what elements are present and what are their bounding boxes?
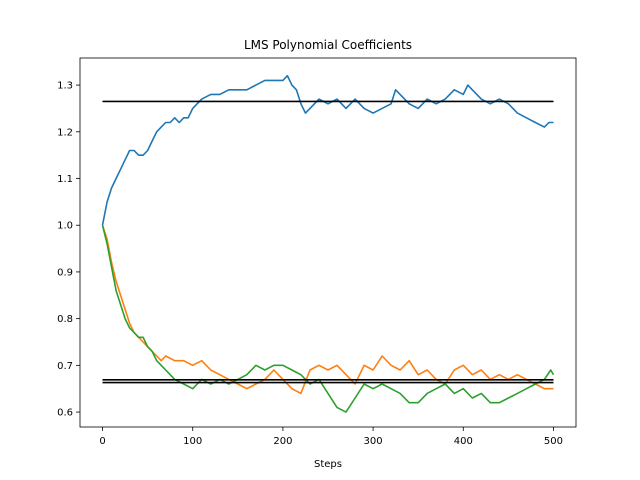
x-tick-label: 200	[273, 436, 292, 447]
axes-frame	[79, 57, 577, 428]
y-tick-label: 0.6	[57, 408, 73, 419]
y-tick-label: 0.8	[57, 314, 73, 325]
x-axis-label: Steps	[314, 459, 342, 470]
y-tick-label: 1.3	[57, 81, 73, 92]
x-tick-label: 500	[544, 436, 563, 447]
series-line-3	[101, 225, 555, 413]
y-tick-label: 1.0	[57, 221, 73, 232]
x-tick-label: 400	[454, 436, 473, 447]
chart-title: LMS Polynomial Coefficients	[244, 38, 412, 52]
y-tick-label: 0.9	[57, 267, 73, 278]
x-tick-label: 300	[364, 436, 383, 447]
x-tick-label: 0	[99, 436, 105, 447]
y-tick-label: 1.2	[57, 127, 73, 138]
x-tick-label: 100	[183, 436, 202, 447]
plot-area: 0 100 200 300 400 500 0.6 0.7 0.8 0.9 1.0 1.1 1.2 1.3	[57, 57, 577, 447]
series-line-1	[101, 74, 554, 226]
y-tick-label: 1.1	[57, 174, 73, 185]
y-tick-label: 0.7	[57, 361, 73, 372]
series-line-2	[101, 224, 554, 395]
